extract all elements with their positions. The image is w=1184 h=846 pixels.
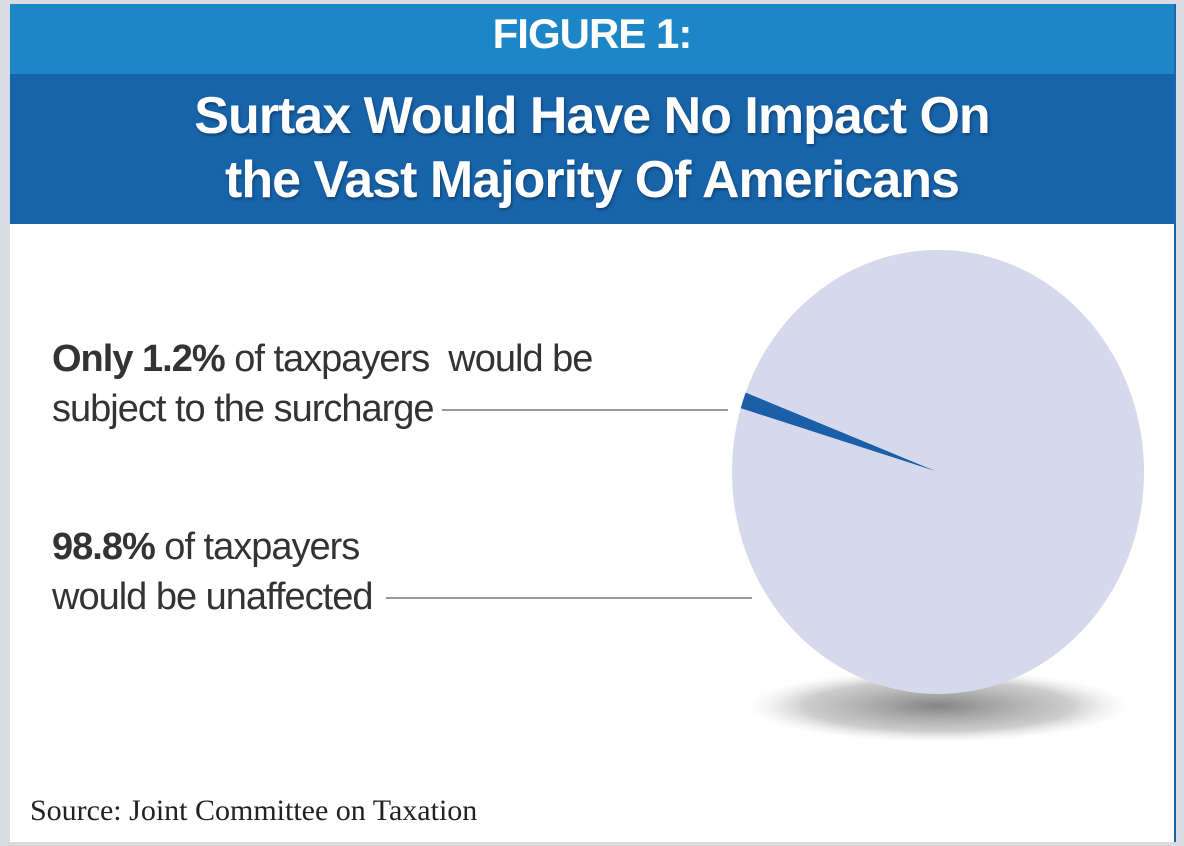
chart-title-line-2: the Vast Majority Of Americans	[225, 151, 960, 209]
annotation-affected: Only 1.2% of taxpayers would be subject …	[52, 334, 593, 434]
pie-slice-affected	[740, 392, 938, 472]
pie-chart	[386, 249, 1145, 742]
annotation-affected-line2: subject to the surcharge	[52, 388, 435, 430]
annotation-affected-bold: Only 1.2%	[52, 338, 226, 380]
figure-label: FIGURE 1:	[492, 10, 693, 57]
chart-title-line-1: Surtax Would Have No Impact On	[194, 87, 990, 145]
annotation-affected-text: of taxpayers would be	[224, 338, 593, 380]
figure-label-band: FIGURE 1:	[10, 4, 1174, 74]
annotation-unaffected-text: of taxpayers	[154, 526, 360, 568]
pie-shadow	[748, 670, 1128, 742]
annotation-unaffected-bold: 98.8%	[52, 526, 156, 568]
source-note: Source: Joint Committee on Taxation	[30, 794, 478, 827]
title-band: Surtax Would Have No Impact On the Vast …	[10, 74, 1174, 224]
figure-card: FIGURE 1: Surtax Would Have No Impact On…	[10, 4, 1176, 842]
annotation-unaffected: 98.8% of taxpayers would be unaffected	[52, 522, 373, 622]
annotation-unaffected-line2: would be unaffected	[52, 576, 373, 618]
pie-slice-unaffected	[732, 249, 1145, 694]
